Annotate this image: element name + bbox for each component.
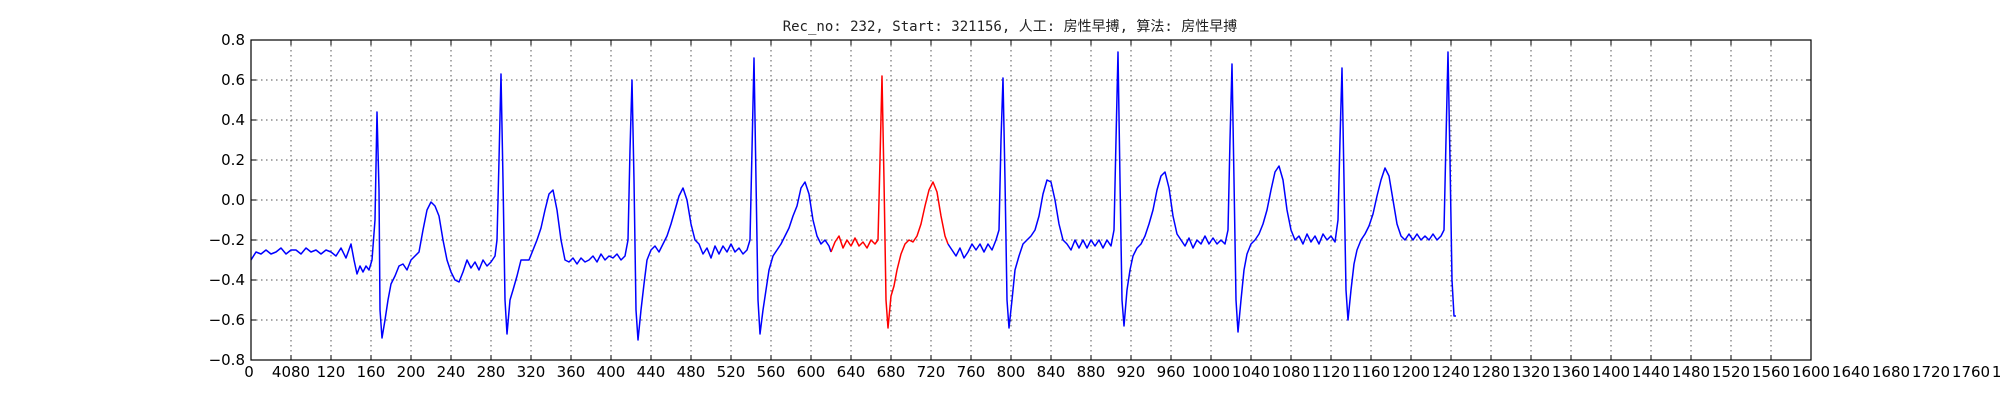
x-tick-label: 240 xyxy=(437,363,466,381)
x-tick-label: 1400 xyxy=(1592,363,1630,381)
series-layer xyxy=(250,51,1456,341)
ecg-series-line xyxy=(830,75,949,329)
x-tick-label: 1080 xyxy=(1272,363,1310,381)
y-tick-label: 0.0 xyxy=(221,191,245,209)
y-tick-label: −0.8 xyxy=(209,351,245,369)
x-tick-label: 840 xyxy=(1037,363,1066,381)
x-tick-label: 880 xyxy=(1077,363,1106,381)
x-tick-label: 120 xyxy=(317,363,346,381)
x-tick-label: 560 xyxy=(757,363,786,381)
x-tick-label: 520 xyxy=(717,363,746,381)
x-tick-label: 1800 xyxy=(1992,363,2000,381)
x-tick-label: 1040 xyxy=(1232,363,1270,381)
x-tick-label: 4080 xyxy=(272,363,310,381)
x-tick-label: 680 xyxy=(877,363,906,381)
x-tick-label: 280 xyxy=(477,363,506,381)
x-tick-label: 800 xyxy=(997,363,1026,381)
x-tick-label: 920 xyxy=(1117,363,1146,381)
x-tick-label: 1360 xyxy=(1552,363,1590,381)
x-tick-label: 320 xyxy=(517,363,546,381)
x-tick-label: 1120 xyxy=(1312,363,1350,381)
x-tick-label: 1640 xyxy=(1832,363,1870,381)
y-tick-label: 0.2 xyxy=(221,151,245,169)
x-tick-label: 760 xyxy=(957,363,986,381)
y-tick-label: −0.2 xyxy=(209,231,245,249)
x-tick-label: 400 xyxy=(597,363,626,381)
x-axis-ticks: 0 4080 120 160 200 240 280 320 360 400 440 480 520 56… xyxy=(244,40,2000,381)
x-tick-label: 1000 xyxy=(1192,363,1230,381)
x-tick-label: 1560 xyxy=(1752,363,1790,381)
x-tick-label: 0 xyxy=(244,363,254,381)
y-tick-label: 0.4 xyxy=(221,111,245,129)
x-tick-label: 1720 xyxy=(1912,363,1950,381)
y-tick-label: 0.6 xyxy=(221,71,245,89)
x-tick-label: 360 xyxy=(557,363,586,381)
x-tick-label: 1680 xyxy=(1872,363,1910,381)
x-tick-label: 1200 xyxy=(1392,363,1430,381)
ecg-series-line xyxy=(947,51,1456,333)
y-tick-label: 0.8 xyxy=(221,31,245,49)
x-tick-label: 960 xyxy=(1157,363,1186,381)
x-tick-label: 440 xyxy=(637,363,666,381)
x-tick-label: 1160 xyxy=(1352,363,1390,381)
x-tick-label: 600 xyxy=(797,363,826,381)
x-tick-label: 1600 xyxy=(1792,363,1830,381)
ecg-series-line xyxy=(250,57,832,341)
x-tick-label: 1760 xyxy=(1952,363,1990,381)
x-tick-label: 720 xyxy=(917,363,946,381)
x-tick-label: 1480 xyxy=(1672,363,1710,381)
x-tick-label: 640 xyxy=(837,363,866,381)
x-tick-label: 160 xyxy=(357,363,386,381)
x-tick-label: 1440 xyxy=(1632,363,1670,381)
x-tick-label: 1520 xyxy=(1712,363,1750,381)
y-tick-label: −0.6 xyxy=(209,311,245,329)
x-tick-label: 1280 xyxy=(1472,363,1510,381)
x-tick-label: 480 xyxy=(677,363,706,381)
plot-area-frame xyxy=(250,39,1812,361)
y-tick-label: −0.4 xyxy=(209,271,245,289)
grid-lines xyxy=(250,39,1812,361)
x-tick-label: 200 xyxy=(397,363,426,381)
chart-title: Rec_no: 232, Start: 321156, 人工: 房性早搏, 算法… xyxy=(783,18,1238,35)
x-tick-label: 1320 xyxy=(1512,363,1550,381)
x-tick-label: 1240 xyxy=(1432,363,1470,381)
